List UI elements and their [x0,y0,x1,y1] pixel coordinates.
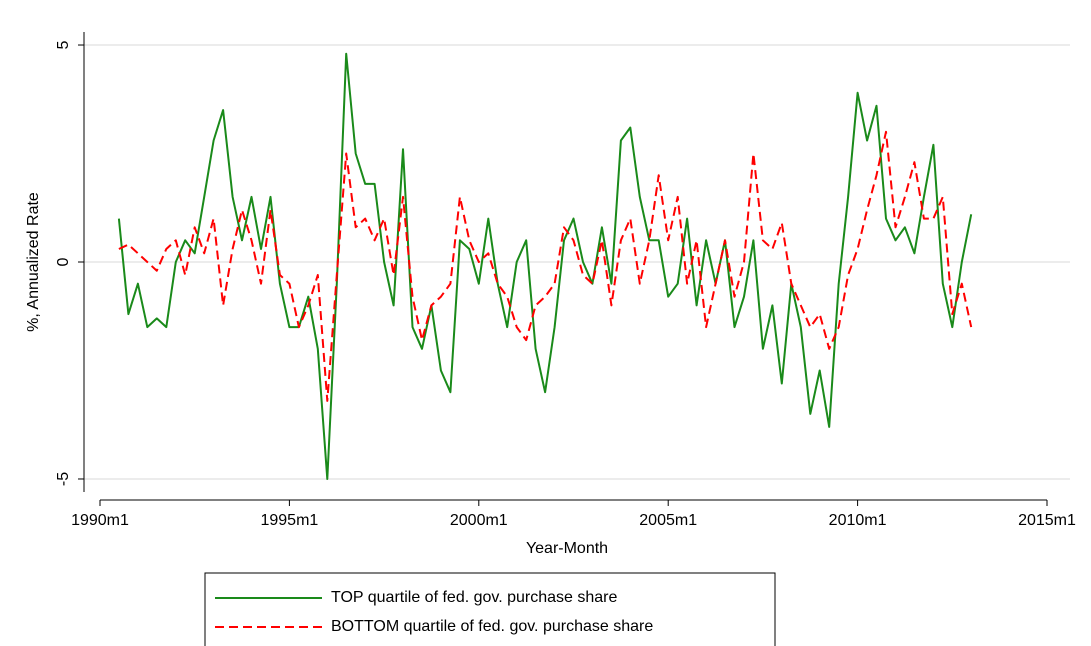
x-tick-label: 2010m1 [829,512,887,529]
y-tick-label: 0 [55,257,72,266]
series-line [117,52,973,480]
x-axis-title: Year-Month [526,540,608,557]
legend-label: TOP quartile of fed. gov. purchase share [331,589,617,606]
legend-box [204,572,776,646]
y-axis-title: %, Annualized Rate [25,192,42,332]
legend-label: BOTTOM quartile of fed. gov. purchase sh… [331,618,653,635]
x-tick-label: 2000m1 [450,512,508,529]
x-tick-label: 2015m1 [1018,512,1076,529]
x-tick-label: 1995m1 [260,512,318,529]
x-tick-label: 2005m1 [639,512,697,529]
x-tick-label: 1990m1 [71,512,129,529]
y-tick-label: 5 [55,40,72,49]
y-tick-label: -5 [55,472,72,486]
series-line [118,130,973,402]
